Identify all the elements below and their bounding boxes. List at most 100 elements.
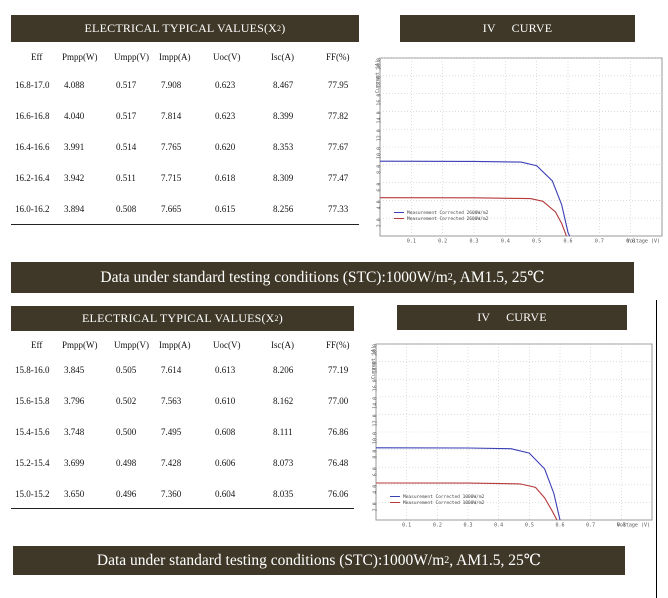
- table-cell: 76.86: [328, 427, 349, 437]
- table-cell: 3.699: [64, 458, 85, 468]
- stc-banner-1: Data under standard testing conditions (…: [11, 262, 634, 293]
- x-tick-label: 0.2: [438, 239, 447, 245]
- x-tick-label: 0.7: [595, 239, 604, 245]
- table-cell: 7.665: [161, 204, 182, 214]
- table-cell: 7.715: [161, 173, 182, 183]
- table-cell: 0.620: [215, 142, 236, 152]
- x-tick-label: 0.1: [402, 523, 411, 529]
- table-row: 16.2-16.4 3.942 0.511 7.715 0.618 8.309 77.47: [11, 173, 359, 187]
- table-bottom-rule: [11, 224, 359, 225]
- table-cell: 4.088: [64, 80, 85, 90]
- table-cell: 8.162: [273, 396, 294, 406]
- table-cell: 3.942: [64, 173, 85, 183]
- table-cell: 77.19: [328, 365, 349, 375]
- table-row: 16.8-17.0 4.088 0.517 7.908 0.623 8.467 77.95: [11, 80, 359, 94]
- column-header: Eff: [31, 52, 43, 62]
- iv-series-line: [379, 160, 571, 237]
- column-header: FF(%): [326, 340, 350, 350]
- table-cell: 3.796: [64, 396, 85, 406]
- y-tick-label: 14.0: [377, 111, 383, 123]
- table-header-row: Eff Pmpp(W) Umpp(V) Impp(A) Uoc(V) Isc(A) FF(%…: [11, 340, 354, 354]
- y-axis-label: Current (A): [375, 60, 381, 93]
- y-tick-label: 8.0: [373, 450, 379, 459]
- table-cell: 4.040: [64, 111, 85, 121]
- table-cell: 0.496: [116, 489, 137, 499]
- table-cell: 8.111: [273, 427, 293, 437]
- x-tick-label: 0.1: [407, 239, 416, 245]
- stc-sup: 2: [444, 555, 450, 566]
- table-title-text: ELECTRICAL TYPICAL VALUES(X: [82, 311, 275, 325]
- electrical-values-table-2: Eff Pmpp(W) Umpp(V) Impp(A) Uoc(V) Isc(A) FF(%…: [11, 334, 354, 514]
- x-tick-label: 0.4: [494, 523, 503, 529]
- iv-curve-chart-2: 0.1 0.2 0.3 0.4 0.5 0.6 0.7 0.8 2.0 4.0 6.0 8.0 10.0…: [368, 342, 656, 529]
- table-cell: 0.505: [116, 365, 137, 375]
- curve-title-2: IV CURVE: [397, 305, 627, 330]
- table-cell: 3.748: [64, 427, 85, 437]
- y-tick-label: 14.0: [373, 397, 379, 409]
- table-cell: 7.563: [161, 396, 182, 406]
- table-cell: 15.4-15.6: [15, 427, 50, 437]
- table-cell: 16.4-16.6: [15, 142, 50, 152]
- x-tick-label: 0.7: [586, 523, 595, 529]
- table-cell: 0.606: [215, 458, 236, 468]
- x-tick-label: 0.8: [626, 239, 635, 245]
- table-cell: 15.6-15.8: [15, 396, 50, 406]
- table-title-1: ELECTRICAL TYPICAL VALUES(X 2): [11, 15, 359, 42]
- y-tick-label: 16.0: [373, 379, 379, 391]
- x-tick-label: 0.4: [501, 239, 510, 245]
- y-axis-label: Current (A): [371, 346, 377, 379]
- table-cell: 0.514: [116, 142, 137, 152]
- column-header: Umpp(V): [114, 340, 149, 350]
- table-title-sup: 2: [277, 24, 282, 33]
- divider-line: [656, 300, 657, 598]
- table-cell: 16.8-17.0: [15, 80, 50, 90]
- y-tick-label: 6.0: [377, 183, 383, 192]
- table-cell: 0.615: [215, 204, 236, 214]
- legend-label: Measurement Corrected 1000W/m2: [403, 500, 485, 506]
- electrical-values-table-1: Eff Pmpp(W) Umpp(V) Impp(A) Uoc(V) Isc(A) FF(%…: [11, 46, 359, 226]
- table-header-row: Eff Pmpp(W) Umpp(V) Impp(A) Uoc(V) Isc(A) FF(%…: [11, 52, 359, 66]
- x-tick-label: 0.5: [532, 239, 541, 245]
- table-row: 15.6-15.8 3.796 0.502 7.563 0.610 8.162 77.00: [11, 396, 354, 410]
- table-cell: 16.2-16.4: [15, 173, 50, 183]
- stc-text-end: , AM1.5, 25℃: [449, 552, 542, 569]
- table-cell: 7.428: [161, 458, 182, 468]
- column-header: FF(%): [326, 52, 350, 62]
- stc-sup: 2: [447, 272, 453, 283]
- iv-curve-svg-1: 0.1 0.2 0.3 0.4 0.5 0.6 0.7 0.8 2.0 4.0 6.0 8.0 10.0…: [375, 57, 663, 245]
- table-cell: 3.894: [64, 204, 85, 214]
- table-cell: 8.073: [273, 458, 294, 468]
- table-cell: 77.95: [328, 80, 349, 90]
- column-header: Pmpp(W): [62, 52, 98, 62]
- y-tick-label: 18.0: [373, 362, 379, 374]
- y-tick-label: 18.0: [377, 76, 383, 88]
- table-cell: 0.623: [215, 80, 236, 90]
- stc-text: Data under standard testing conditions (…: [96, 551, 445, 569]
- table-cell: 7.360: [161, 489, 182, 499]
- x-tick-label: 0.2: [433, 523, 442, 529]
- table-cell: 76.06: [328, 489, 349, 499]
- stc-text: Data under standard testing conditions (…: [100, 268, 448, 286]
- y-tick-label: 20.0: [373, 344, 379, 356]
- table-row: 15.8-16.0 3.845 0.505 7.614 0.613 8.206 77.19: [11, 365, 354, 379]
- y-tick-label: 10.0: [377, 147, 383, 159]
- table-row: 15.2-15.4 3.699 0.498 7.428 0.606 8.073 76.48: [11, 458, 354, 472]
- curve-title-1: IV CURVE: [400, 15, 635, 42]
- table-row: 16.0-16.2 3.894 0.508 7.665 0.615 8.256 77.33: [11, 204, 359, 218]
- table-cell: 0.508: [116, 204, 137, 214]
- table-cell: 8.256: [273, 204, 294, 214]
- column-header: Isc(A): [271, 52, 294, 62]
- x-tick-label: 0.3: [463, 523, 472, 529]
- y-tick-label: 4.0: [377, 200, 383, 209]
- x-tick-label: 0.6: [555, 523, 564, 529]
- y-tick-label: 16.0: [377, 94, 383, 106]
- x-tick-label: 0.6: [563, 239, 572, 245]
- y-tick-label: 6.0: [373, 467, 379, 476]
- curve-title-text: IV CURVE: [482, 21, 553, 35]
- x-tick-label: 0.3: [469, 239, 478, 245]
- iv-series-line: [379, 197, 567, 237]
- legend-label: Measurement Corrected 2600W/m2: [407, 210, 489, 216]
- stc-banner-2: Data under standard testing conditions (…: [13, 546, 625, 575]
- y-tick-label: 12.0: [373, 414, 379, 426]
- table-cell: 0.604: [215, 489, 236, 499]
